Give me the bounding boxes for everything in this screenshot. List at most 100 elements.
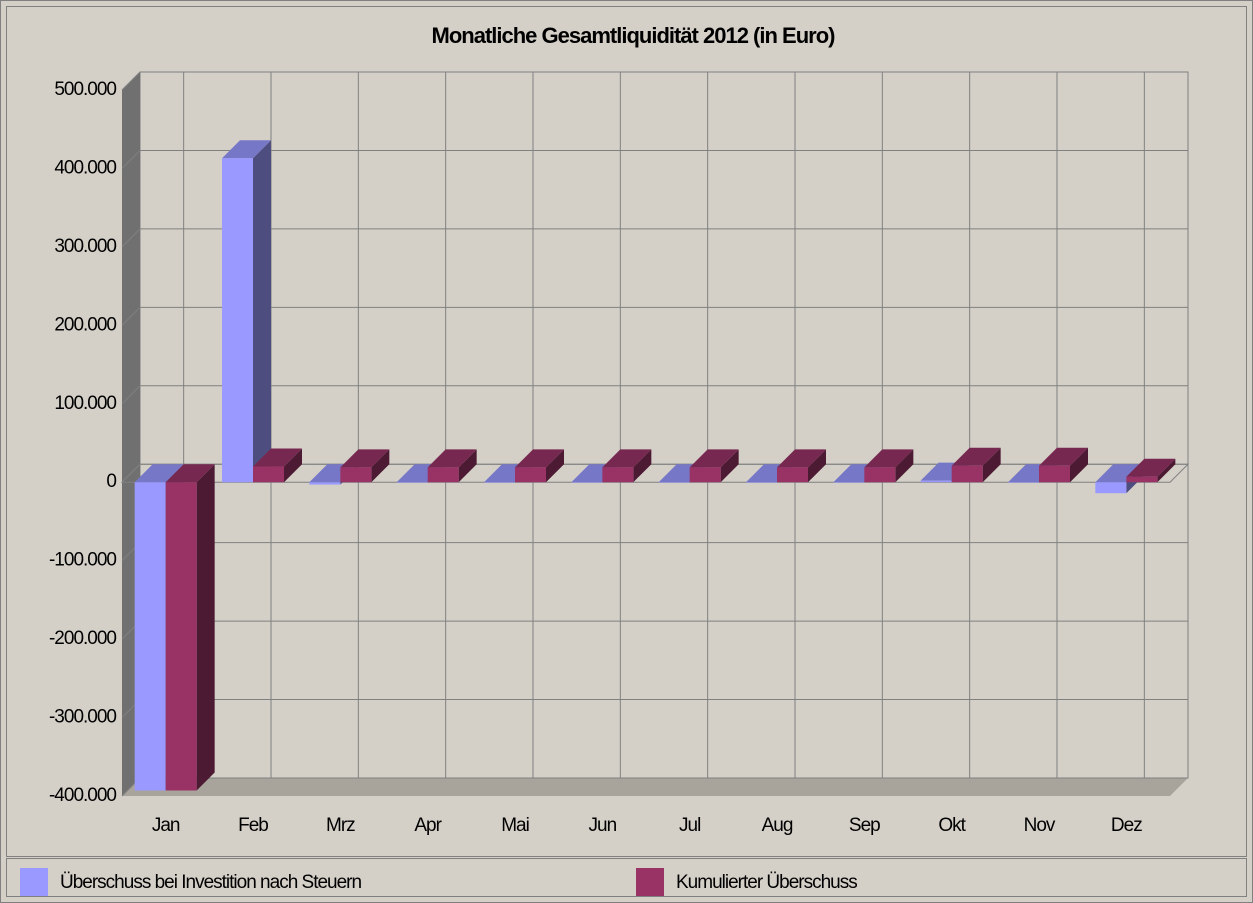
bar-side	[1070, 447, 1088, 483]
bar-top	[340, 449, 390, 468]
bar	[253, 448, 302, 483]
bar-front	[1039, 465, 1070, 483]
bar-side	[1157, 458, 1176, 483]
bar-front	[689, 467, 721, 483]
zero-plane	[120, 463, 1190, 483]
bar-front	[253, 466, 284, 483]
floor	[122, 778, 1188, 796]
bar-front	[571, 482, 603, 483]
x-tick-label: Apr	[414, 815, 442, 836]
x-tick-label: Okt	[938, 815, 966, 836]
bar-side	[895, 449, 914, 483]
bar-top	[427, 449, 477, 468]
legend-swatch	[636, 868, 664, 896]
bar	[602, 449, 652, 483]
bar	[864, 449, 914, 483]
legend-swatch	[20, 868, 48, 896]
bar	[1126, 458, 1176, 483]
x-tick-label: Jul	[679, 815, 700, 836]
bar	[165, 464, 215, 791]
bar-front	[309, 482, 341, 485]
bar-front	[746, 482, 777, 483]
bar-top	[951, 447, 1001, 466]
y-tick-label: -300.000	[49, 707, 116, 728]
bar-front	[396, 482, 428, 483]
bar-top	[777, 449, 826, 468]
bar	[427, 449, 477, 483]
y-tick-label: 100.000	[54, 393, 116, 414]
x-tick-label: Jan	[152, 815, 180, 836]
bar-top	[689, 449, 739, 468]
grid-line-side	[121, 306, 141, 326]
bar-top	[165, 464, 215, 483]
bar-front	[920, 480, 952, 483]
bar-top	[515, 449, 564, 468]
chart-frame	[6, 6, 1247, 857]
x-tick-label: Mrz	[326, 815, 355, 836]
bar	[951, 447, 1001, 483]
bar-front	[833, 482, 865, 483]
bar-side	[284, 448, 302, 483]
y-tick-label: 500.000	[54, 79, 116, 100]
y-tick-label: 400.000	[54, 157, 116, 178]
bar-top	[253, 448, 302, 467]
bar-front	[602, 467, 634, 483]
bar-front	[1095, 482, 1127, 494]
bar	[689, 449, 739, 483]
y-tick-label: -400.000	[49, 785, 116, 806]
grid-line-side	[121, 150, 141, 169]
grid-line-side	[121, 385, 141, 405]
legend-frame	[6, 858, 1247, 897]
y-tick-label: -100.000	[49, 550, 116, 571]
x-tick-label: Jun	[589, 815, 617, 836]
bar	[515, 449, 564, 483]
x-tick-label: Nov	[1024, 815, 1056, 836]
bar-front	[1008, 482, 1039, 483]
bar-front	[777, 467, 808, 483]
legend-label: Kumulierter Überschuss	[676, 872, 857, 893]
grid-line-side	[121, 228, 141, 248]
bar	[340, 449, 390, 483]
bar-side	[196, 464, 215, 791]
bar-side	[982, 447, 1001, 483]
y-tick-label: -200.000	[49, 628, 116, 649]
legend-label: Überschuss bei Investition nach Steuern	[60, 872, 362, 893]
bar-side	[808, 449, 826, 483]
bar-top	[1126, 458, 1176, 477]
y-tick-label: 0	[106, 471, 116, 492]
bar	[1039, 447, 1088, 483]
y-tick-label: 300.000	[54, 236, 116, 257]
bar-top	[222, 140, 271, 159]
grid-line-side	[121, 71, 141, 91]
chart-title: Monatliche Gesamtliquidität 2012 (in Eur…	[432, 23, 836, 48]
bar-front	[864, 467, 896, 483]
y-tick-label: 200.000	[54, 314, 116, 335]
bar-side	[371, 449, 390, 483]
bar-top	[1095, 464, 1145, 483]
bar-side	[546, 449, 564, 483]
back-wall	[139, 71, 1189, 779]
bar	[222, 140, 271, 483]
bar-front	[1126, 476, 1158, 483]
bar-side	[253, 140, 271, 483]
bar-front	[134, 482, 166, 791]
bar-front	[222, 158, 253, 483]
bar-side	[633, 449, 652, 483]
bar-top	[864, 449, 914, 468]
x-tick-label: Feb	[238, 815, 268, 836]
x-tick-label: Dez	[1111, 815, 1142, 836]
bar-front	[951, 465, 983, 483]
bar-side	[458, 449, 477, 483]
bar-front	[340, 467, 372, 483]
bar-top	[602, 449, 652, 468]
bar	[777, 449, 826, 483]
x-tick-label: Aug	[762, 815, 793, 836]
bar-front	[427, 467, 459, 483]
bar-front	[658, 482, 690, 483]
bar-top	[1039, 447, 1088, 466]
bar-front	[484, 482, 515, 483]
bar-front	[165, 482, 197, 791]
bar-top	[134, 464, 184, 483]
bar-front	[515, 467, 546, 483]
